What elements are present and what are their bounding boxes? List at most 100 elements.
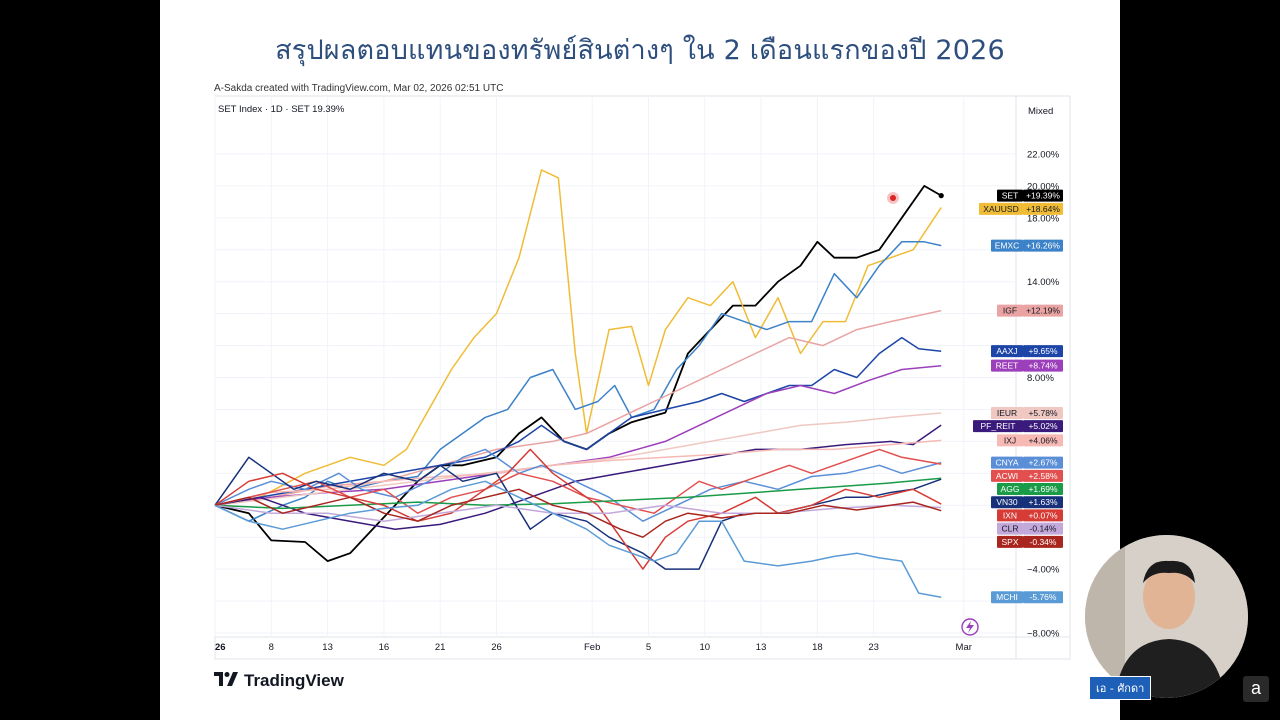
tradingview-logo-icon — [214, 671, 238, 691]
end-label-aaxj: AAXJ +9.65% — [991, 345, 1063, 358]
flash-icon[interactable] — [961, 618, 979, 636]
end-label-name: XAUUSD — [983, 204, 1018, 214]
end-label-reet: REET +8.74% — [991, 359, 1063, 372]
chart-caption: A-Sakda created with TradingView.com, Ma… — [214, 83, 504, 94]
end-label-set: SET +19.39% — [997, 189, 1063, 202]
chart-grid — [214, 95, 1071, 660]
end-label-name: IXJ — [1004, 435, 1016, 445]
end-label-value: +16.26% — [1026, 241, 1060, 251]
end-label-value: -0.34% — [1030, 537, 1057, 547]
end-label-value: +9.65% — [1028, 346, 1058, 356]
end-label-name: AGG — [1001, 484, 1020, 494]
series-line-cnya — [214, 448, 942, 522]
series-line-aaxj — [214, 336, 942, 507]
y-tick-label: 18.00% — [1027, 213, 1060, 224]
end-label-acwi: ACWI +2.58% — [991, 469, 1063, 482]
end-label-name: SET — [1002, 191, 1019, 201]
end-label-name: EMXC — [995, 241, 1020, 251]
end-label-spx: SPX -0.34% — [997, 535, 1063, 548]
x-tick-label: Mar — [956, 642, 972, 653]
series-line-ieur — [214, 412, 942, 507]
presenter-webcam — [1085, 535, 1248, 698]
series-last-point-set — [938, 193, 944, 199]
x-tick-label: 23 — [868, 642, 879, 653]
end-label-cnya: CNYA +2.67% — [991, 456, 1063, 469]
end-label-name: IXN — [1003, 510, 1017, 520]
y-tick-label: −4.00% — [1027, 565, 1060, 576]
end-label-ieur: IEUR +5.78% — [991, 406, 1063, 419]
end-label-name: CLR — [1001, 524, 1018, 534]
end-label-value: +5.02% — [1028, 421, 1058, 431]
y-tick-label: −8.00% — [1027, 629, 1060, 640]
end-label-value: +19.39% — [1026, 191, 1060, 201]
series-line-ixn — [214, 448, 942, 570]
x-tick-label: 8 — [269, 642, 274, 653]
presenter-name-tag: เอ - ศักดา — [1089, 676, 1152, 700]
end-label-value: -0.14% — [1030, 524, 1057, 534]
y-axis: 22.00% 20.00% 18.00% 14.00% 8.00% −4.00% −8.00… — [1027, 149, 1060, 639]
line-chart: SET Index · 1D · SET 19.39% Mixed 22.00%… — [214, 95, 1071, 660]
series-layer — [214, 169, 944, 598]
end-label-agg: AGG +1.69% — [997, 483, 1063, 496]
end-label-vn30: VN30 +1.63% — [991, 496, 1063, 509]
tradingview-logo-text: TradingView — [244, 671, 344, 690]
x-tick-label: 10 — [699, 642, 710, 653]
end-label-value: +18.64% — [1026, 204, 1060, 214]
record-indicator — [887, 192, 899, 204]
end-label-name: AAXJ — [996, 346, 1017, 356]
x-tick-label: Feb — [584, 642, 600, 653]
x-tick-label: 13 — [322, 642, 333, 653]
series-line-clr — [214, 504, 942, 522]
end-label-clr: CLR -0.14% — [997, 522, 1063, 535]
end-label-value: +1.69% — [1028, 484, 1058, 494]
end-label-xauusd: XAUUSD +18.64% — [979, 202, 1063, 215]
end-label-value: +2.67% — [1028, 458, 1058, 468]
end-label-igf: IGF +12.19% — [997, 304, 1063, 317]
channel-logo: a — [1243, 676, 1269, 702]
end-label-name: REET — [996, 361, 1019, 371]
slide-title: สรุปผลตอบแทนของทรัพย์สินต่างๆ ใน 2 เดือน… — [275, 35, 1005, 66]
y-tick-label: 20.00% — [1027, 181, 1060, 192]
end-label-name: ACWI — [996, 471, 1018, 481]
end-label-name: VN30 — [996, 497, 1018, 507]
end-label-value: +0.07% — [1028, 510, 1058, 520]
end-label-pf_reit: PF_REIT +5.02% — [973, 420, 1063, 433]
series-line-vn30 — [214, 456, 942, 570]
end-label-name: SPX — [1001, 537, 1018, 547]
y-tick-label: 14.00% — [1027, 277, 1060, 288]
end-label-value: +5.78% — [1028, 408, 1058, 418]
slide: สรุปผลตอบแทนของทรัพย์สินต่างๆ ใน 2 เดือน… — [160, 0, 1120, 720]
x-tick-label: 16 — [379, 642, 390, 653]
series-end-labels: SET +19.39% XAUUSD +18.64% EMXC +16.26% IGF +12… — [973, 189, 1063, 604]
end-label-name: PF_REIT — [981, 421, 1016, 431]
end-label-value: +1.63% — [1028, 497, 1058, 507]
x-tick-label: 26 — [491, 642, 502, 653]
end-label-name: IGF — [1003, 306, 1017, 316]
tradingview-logo: TradingView — [214, 671, 344, 691]
scale-mode-label[interactable]: Mixed — [1028, 106, 1053, 117]
end-label-value: +2.58% — [1028, 471, 1058, 481]
end-label-ixj: IXJ +4.06% — [997, 434, 1063, 447]
series-line-pf_reit — [214, 424, 942, 530]
chart-header: SET Index · 1D · SET 19.39% — [218, 104, 345, 115]
series-line-xauusd — [214, 169, 942, 507]
end-label-emxc: EMXC +16.26% — [991, 239, 1063, 252]
series-line-mchi — [214, 480, 942, 598]
end-label-name: IEUR — [997, 408, 1017, 418]
series-line-agg — [214, 477, 942, 510]
end-label-ixn: IXN +0.07% — [997, 509, 1063, 522]
x-axis: 26 8 13 16 21 26 Feb 5 10 13 18 23 Mar — [215, 642, 972, 653]
y-tick-label: 22.00% — [1027, 149, 1060, 160]
x-tick-label: 18 — [812, 642, 823, 653]
x-tick-label: 13 — [756, 642, 767, 653]
x-tick-label: 26 — [215, 642, 226, 653]
series-line-spx — [214, 488, 942, 538]
end-label-name: MCHI — [996, 592, 1018, 602]
end-label-value: +8.74% — [1028, 361, 1058, 371]
series-line-ixj — [214, 439, 942, 507]
end-label-mchi: MCHI -5.76% — [991, 591, 1063, 604]
end-label-name: CNYA — [996, 458, 1019, 468]
end-label-value: +12.19% — [1026, 306, 1060, 316]
x-tick-label: 21 — [435, 642, 446, 653]
x-tick-label: 5 — [646, 642, 651, 653]
